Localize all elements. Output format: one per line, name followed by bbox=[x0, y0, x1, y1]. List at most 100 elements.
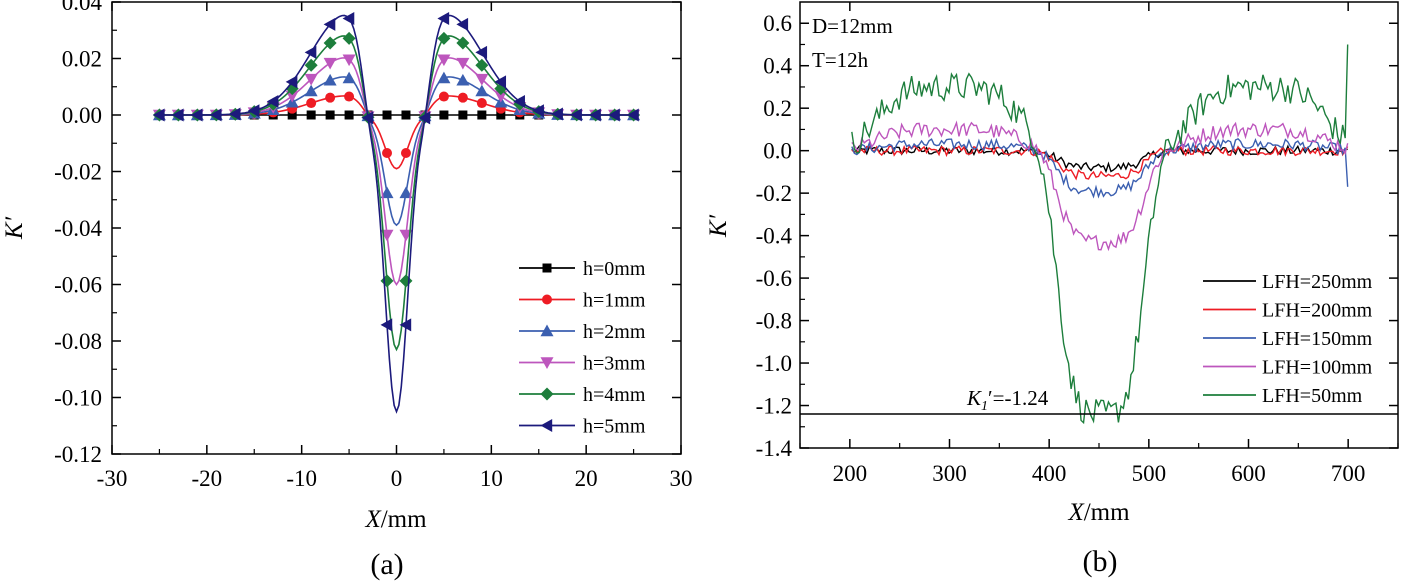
panel-a-data-point bbox=[627, 108, 639, 122]
panel-a-x-tick-label: 0 bbox=[391, 466, 403, 491]
panel-a-data-point bbox=[304, 58, 318, 72]
panel-a-data-point bbox=[304, 84, 318, 97]
panel-b-legend-item: LFH=100mm bbox=[1203, 357, 1373, 379]
panel-a-data-point bbox=[456, 57, 470, 70]
panel-a-chart: -30 -20 -10 0 10 20 30 0.04 0.02 0.00 -0.02 -0.04 -0… bbox=[1, 0, 693, 581]
panel-a-data-point bbox=[323, 73, 337, 86]
panel-a-data-point bbox=[400, 147, 411, 158]
panel-a-data-point bbox=[344, 110, 354, 120]
panel-b-legend-label: LFH=50mm bbox=[1262, 385, 1363, 407]
panel-a-data-point bbox=[266, 95, 279, 109]
panel-a-legend-label: h=5mm bbox=[583, 416, 646, 438]
panel-a-data-point bbox=[494, 75, 507, 89]
panel-a-data-point bbox=[475, 73, 489, 86]
panel-b-legend-label: LFH=200mm bbox=[1262, 300, 1373, 322]
panel-b-x-tick-label: 600 bbox=[1231, 461, 1266, 486]
panel-a-data-point bbox=[456, 17, 469, 31]
panel-b-series-LFH=50mm bbox=[851, 44, 1349, 425]
panel-a-data-point bbox=[285, 75, 298, 89]
panel-b-legend-label: LFH=250mm bbox=[1262, 271, 1373, 293]
panel-b-y-axis-label: K′ bbox=[705, 214, 732, 238]
panel-a-data-point bbox=[475, 84, 489, 97]
panel-a-data-point bbox=[513, 95, 525, 109]
panel-a-series-line bbox=[159, 95, 634, 170]
panel-a-data-point bbox=[457, 92, 468, 103]
panel-b-annotation-time: T=12h bbox=[812, 48, 869, 72]
panel-a-legend-item: h=2mm bbox=[519, 321, 646, 343]
panel-a-data-point bbox=[458, 110, 468, 120]
panel-a-data-point bbox=[323, 17, 336, 31]
panel-a-data-point bbox=[304, 45, 317, 59]
panel-a-data-point bbox=[477, 110, 487, 120]
panel-b-x-tick-label: 400 bbox=[1032, 461, 1067, 486]
panel-b-y-tick-label: 0.2 bbox=[763, 96, 792, 121]
panel-a-legend-label: h=1mm bbox=[583, 290, 646, 312]
panel-b-y-tick-label: -0.6 bbox=[756, 266, 792, 291]
panel-b-y-tick-label: -1.2 bbox=[756, 394, 792, 419]
panel-a-data-point bbox=[247, 104, 260, 118]
panel-a-data-point bbox=[437, 71, 451, 84]
panel-a-data-point bbox=[361, 111, 374, 125]
panel-a-data-point bbox=[380, 318, 393, 332]
panel-a-y-axis-label: K′ bbox=[1, 216, 28, 240]
panel-a-data-point bbox=[456, 36, 470, 50]
panel-a-series-h=2mm bbox=[152, 71, 641, 227]
panel-a-data-point bbox=[342, 31, 356, 45]
panel-a-data-point bbox=[608, 108, 620, 122]
panel-a-legend-marker bbox=[542, 263, 552, 273]
panel-a-data-point bbox=[399, 186, 413, 199]
panel-a-data-point bbox=[306, 110, 316, 120]
panel-b-y-tick-label: 0.0 bbox=[763, 139, 792, 164]
panel-a-data-point bbox=[437, 31, 451, 45]
panel-a-data-point bbox=[342, 71, 356, 84]
panel-a-data-point bbox=[418, 111, 431, 125]
panel-a-data-point bbox=[475, 45, 488, 59]
panel-a-series-h=5mm bbox=[152, 11, 639, 414]
panel-a-data-point bbox=[437, 54, 451, 67]
panel-a-legend-item: h=0mm bbox=[519, 258, 646, 280]
panel-a-data-point bbox=[342, 11, 355, 25]
panel-a-legend-label: h=2mm bbox=[583, 321, 646, 343]
panel-a-data-point bbox=[551, 107, 563, 121]
panel-b-legend-item: LFH=200mm bbox=[1203, 300, 1373, 322]
panel-a-data-point bbox=[190, 108, 203, 122]
panel-a-data-point bbox=[532, 104, 544, 118]
panel-a-y-tick-label: -0.10 bbox=[54, 386, 102, 411]
panel-a-legend-label: h=0mm bbox=[583, 258, 646, 280]
panel-b-series-LFH=250mm bbox=[851, 144, 1348, 174]
panel-a-y-tick-label: -0.02 bbox=[54, 160, 102, 185]
panel-b-legend-item: LFH=250mm bbox=[1203, 271, 1373, 293]
panel-b-y-tick-label: -0.8 bbox=[756, 309, 792, 334]
panel-b-series-LFH=100mm bbox=[851, 120, 1349, 252]
panel-b-x-axis-label: X/mm bbox=[1067, 499, 1130, 526]
panel-b-chart: 200 300 400 500 600 700 0.6 0.4 0.2 0.0 -0.2 -0.4 -0… bbox=[705, 1, 1399, 578]
panel-a-data-point bbox=[306, 98, 317, 109]
panel-a-data-point bbox=[401, 110, 411, 120]
panel-a-legend-label: h=4mm bbox=[583, 384, 646, 406]
panel-a-data-point bbox=[475, 58, 489, 72]
panel-b-legend-label: LFH=100mm bbox=[1262, 357, 1373, 379]
panel-b-x-tick-label: 300 bbox=[932, 461, 967, 486]
panel-a-data-point bbox=[323, 36, 337, 50]
panel-a-data-point bbox=[437, 11, 450, 25]
panel-a-data-point bbox=[399, 274, 413, 288]
panel-a-y-tick-label: -0.04 bbox=[54, 216, 102, 241]
panel-a-legend-marker bbox=[540, 419, 553, 432]
panel-a-data-point bbox=[399, 318, 412, 332]
panel-a-legend-item: h=1mm bbox=[519, 290, 646, 312]
panel-b-x-tick-label: 700 bbox=[1331, 461, 1366, 486]
panel-a-series-line bbox=[159, 76, 634, 227]
panel-a-x-tick-label: 30 bbox=[670, 466, 693, 491]
panel-a-data-point bbox=[382, 147, 393, 158]
panel-a-x-tick-label: 10 bbox=[480, 466, 503, 491]
panel-a-legend-marker bbox=[540, 324, 554, 337]
panel-b-annotation-diameter: D=12mm bbox=[812, 14, 893, 38]
panel-a-legend-label: h=3mm bbox=[583, 353, 646, 375]
panel-b-y-tick-label: -1.0 bbox=[756, 351, 792, 376]
panel-a-data-point bbox=[570, 108, 582, 122]
panel-b-legend-item: LFH=50mm bbox=[1203, 385, 1363, 407]
panel-a-legend-item: h=4mm bbox=[519, 384, 646, 406]
panel-b-x-tick-label: 500 bbox=[1132, 461, 1167, 486]
panel-a-data-point bbox=[380, 186, 394, 199]
panel-a-data-point bbox=[285, 90, 299, 103]
